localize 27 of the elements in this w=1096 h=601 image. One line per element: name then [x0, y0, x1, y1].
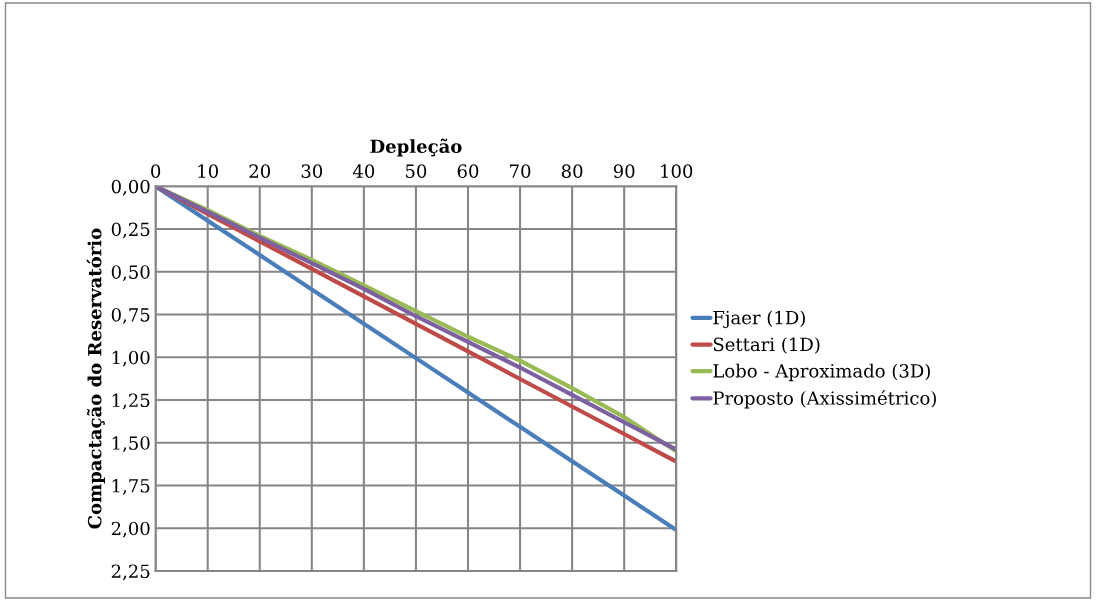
x-tick-label: 90: [613, 164, 635, 178]
x-tick-label: 100: [661, 164, 693, 178]
y-tick-label: 2,00: [111, 521, 150, 538]
x-tick-label: 50: [405, 164, 427, 178]
y-tick-label: 1,25: [112, 393, 150, 410]
y-axis-title: Compactação do Reservatório: [86, 228, 106, 529]
y-tick-label: 2,25: [111, 564, 150, 581]
y-tick-label: 0,00: [111, 179, 150, 196]
x-tick-label: 20: [249, 164, 271, 178]
y-tick-label: 0,75: [111, 307, 150, 324]
x-tick-label: 70: [510, 164, 531, 178]
legend-label: Proposto (Axissimétrico): [713, 390, 936, 409]
x-tick-label: 0: [151, 164, 161, 178]
x-tick-label: 30: [301, 164, 323, 178]
x-tick-label: 10: [198, 164, 218, 178]
x-tick-label: 40: [352, 164, 375, 178]
y-tick-label: 0,50: [111, 265, 150, 282]
y-tick-label: 1,50: [112, 436, 150, 453]
y-tick-label: 1,75: [112, 478, 150, 495]
y-tick-label: 1,00: [112, 350, 150, 367]
legend-label: Fjaer (1D): [713, 310, 805, 329]
x-axis-title: Depleção: [370, 138, 462, 157]
legend-label: Lobo - Aproximado (3D): [713, 363, 930, 382]
x-tick-label: 80: [561, 164, 583, 178]
legend-label: Settari (1D): [713, 337, 820, 354]
y-tick-label: 0,25: [111, 222, 150, 239]
x-tick-label: 60: [457, 164, 479, 178]
